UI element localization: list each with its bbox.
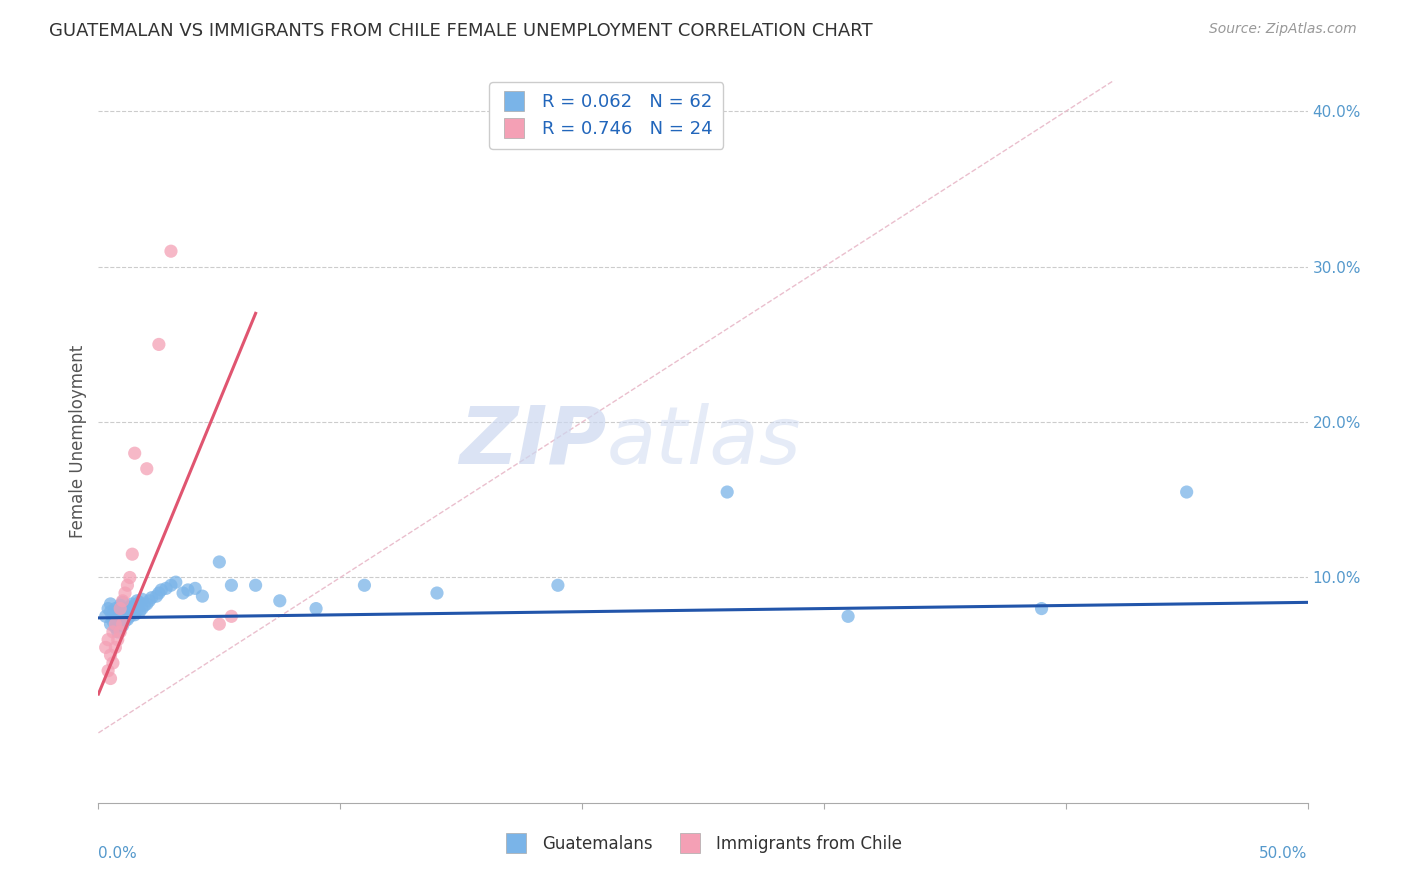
Point xyxy=(117,612,139,626)
Point xyxy=(97,664,120,678)
Point xyxy=(269,594,291,608)
Point xyxy=(117,601,139,615)
Text: GUATEMALAN VS IMMIGRANTS FROM CHILE FEMALE UNEMPLOYMENT CORRELATION CHART: GUATEMALAN VS IMMIGRANTS FROM CHILE FEMA… xyxy=(49,22,873,40)
Point xyxy=(127,594,149,608)
Point xyxy=(118,600,141,615)
Text: ZIP: ZIP xyxy=(458,402,606,481)
Point xyxy=(353,578,375,592)
Point xyxy=(100,648,122,663)
Text: 50.0%: 50.0% xyxy=(1260,847,1308,861)
Point xyxy=(111,594,134,608)
Point xyxy=(100,617,122,632)
Point xyxy=(100,597,122,611)
Point xyxy=(107,605,129,619)
Point xyxy=(148,586,170,600)
Point xyxy=(426,586,449,600)
Point xyxy=(131,601,153,615)
Point xyxy=(111,611,134,625)
Point xyxy=(104,617,127,632)
Point xyxy=(101,614,124,628)
Point xyxy=(177,582,200,597)
Point xyxy=(101,656,124,670)
Text: atlas: atlas xyxy=(606,402,801,481)
Point xyxy=(135,597,157,611)
Point xyxy=(148,337,170,351)
Point xyxy=(104,611,127,625)
Point xyxy=(837,609,859,624)
Point xyxy=(172,586,194,600)
Point xyxy=(100,672,122,686)
Text: 0.0%: 0.0% xyxy=(98,847,138,861)
Point xyxy=(111,603,134,617)
Point xyxy=(716,485,738,500)
Point xyxy=(117,578,139,592)
Y-axis label: Female Unemployment: Female Unemployment xyxy=(69,345,87,538)
Legend: Guatemalans, Immigrants from Chile: Guatemalans, Immigrants from Chile xyxy=(498,828,908,860)
Point xyxy=(128,595,150,609)
Point xyxy=(101,607,124,622)
Point xyxy=(114,605,136,619)
Point xyxy=(305,601,328,615)
Point xyxy=(118,609,141,624)
Point xyxy=(118,570,141,584)
Point xyxy=(135,461,157,475)
Point xyxy=(114,586,136,600)
Point xyxy=(114,614,136,628)
Point xyxy=(97,601,120,615)
Point xyxy=(108,601,131,615)
Point xyxy=(155,582,177,596)
Point xyxy=(191,589,214,603)
Point xyxy=(121,547,143,561)
Point xyxy=(97,632,120,647)
Point xyxy=(221,578,243,592)
Point xyxy=(1175,485,1198,500)
Point xyxy=(184,582,207,596)
Point xyxy=(127,603,149,617)
Point xyxy=(208,555,231,569)
Point xyxy=(245,578,267,592)
Point xyxy=(107,615,129,630)
Point xyxy=(141,591,163,605)
Point xyxy=(111,617,134,632)
Point xyxy=(134,599,156,613)
Point xyxy=(121,597,143,611)
Point xyxy=(124,446,146,460)
Point xyxy=(104,601,127,615)
Point xyxy=(108,607,131,622)
Point xyxy=(160,578,183,592)
Point xyxy=(108,599,131,613)
Point xyxy=(107,632,129,647)
Point xyxy=(108,624,131,639)
Point xyxy=(160,244,183,259)
Point xyxy=(165,575,187,590)
Point xyxy=(208,617,231,632)
Point xyxy=(111,618,134,632)
Point xyxy=(121,606,143,620)
Point xyxy=(221,609,243,624)
Point xyxy=(145,589,167,603)
Point xyxy=(1031,601,1053,615)
Point xyxy=(111,595,134,609)
Point xyxy=(101,624,124,639)
Point xyxy=(138,594,160,608)
Point xyxy=(131,592,153,607)
Point xyxy=(124,607,146,622)
Point xyxy=(94,640,117,655)
Point xyxy=(107,624,129,639)
Text: Source: ZipAtlas.com: Source: ZipAtlas.com xyxy=(1209,22,1357,37)
Point xyxy=(124,599,146,613)
Point xyxy=(104,640,127,655)
Point xyxy=(94,609,117,624)
Point xyxy=(150,582,173,597)
Point xyxy=(108,617,131,632)
Point xyxy=(100,605,122,619)
Point xyxy=(547,578,569,592)
Point xyxy=(104,620,127,634)
Point xyxy=(128,605,150,619)
